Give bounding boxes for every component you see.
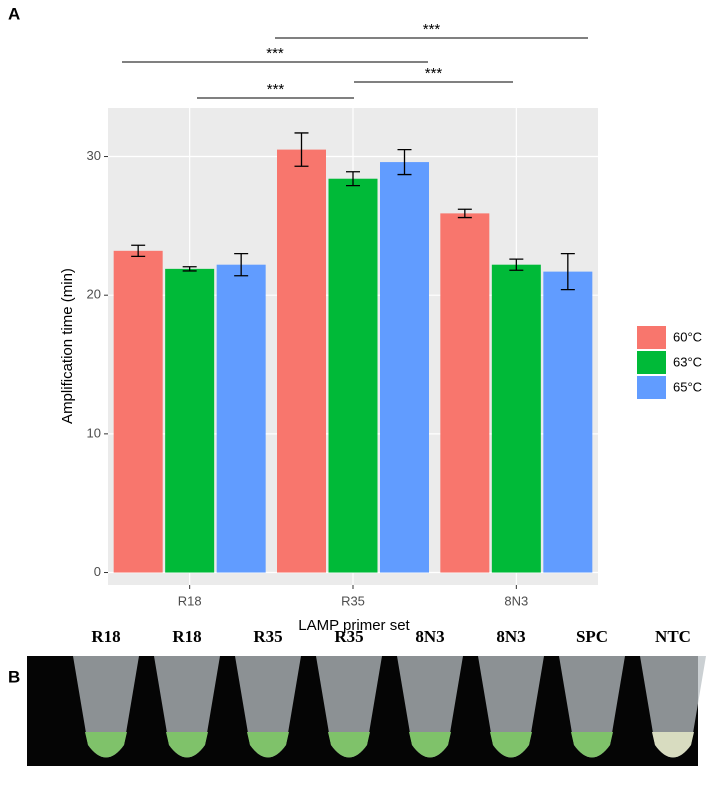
error-bar [457, 208, 472, 219]
error-bar [397, 148, 412, 176]
bar [440, 213, 490, 573]
tube-label: R18 [172, 627, 201, 646]
tube-liquid [166, 732, 208, 758]
tube-liquid [490, 732, 532, 758]
error-bar [294, 132, 309, 167]
y-tick-label: 10 [87, 425, 101, 440]
bar [491, 264, 541, 573]
y-tick-label: 20 [87, 287, 101, 302]
bar [113, 250, 163, 573]
tube-liquid [328, 732, 370, 758]
legend-label: 63°C [673, 354, 702, 369]
legend-swatch [637, 326, 666, 349]
panel-label: A [8, 4, 20, 23]
significance-label: *** [266, 45, 284, 62]
tube-label: R35 [253, 627, 282, 646]
tube-label: NTC [655, 627, 691, 646]
y-tick-label: 30 [87, 148, 101, 163]
tube-label: 8N3 [496, 627, 525, 646]
bar [165, 268, 215, 573]
tube-label: R18 [91, 627, 120, 646]
bar [277, 149, 326, 573]
x-tick-label: R18 [178, 593, 202, 608]
legend-label: 65°C [673, 379, 702, 394]
bar [543, 271, 593, 573]
tube-label: R35 [334, 627, 363, 646]
error-bar [234, 252, 249, 277]
tube-label: 8N3 [415, 627, 444, 646]
error-bar [346, 171, 360, 187]
tube-liquid [571, 732, 613, 758]
legend-swatch [637, 376, 666, 399]
x-tick-label: 8N3 [504, 593, 528, 608]
tube-label: SPC [576, 627, 608, 646]
significance-label: *** [423, 21, 441, 38]
tube-liquid [247, 732, 289, 758]
bar [380, 162, 429, 573]
tube-liquid [409, 732, 451, 758]
tube-liquid [85, 732, 127, 758]
bar [216, 264, 266, 573]
tube-liquid [652, 732, 694, 758]
error-bar [560, 252, 575, 291]
x-tick-label: R35 [341, 593, 365, 608]
error-bar [131, 244, 146, 258]
error-bar [509, 258, 524, 271]
y-tick-label: 0 [94, 564, 101, 579]
significance-label: *** [425, 65, 443, 82]
legend-swatch [637, 351, 666, 374]
bar [328, 178, 378, 573]
legend-label: 60°C [673, 329, 702, 344]
significance-label: *** [267, 81, 285, 98]
panel-label: B [8, 667, 20, 686]
x-axis-title: LAMP primer set [298, 617, 410, 634]
y-axis-title: Amplification time (min) [59, 268, 76, 424]
error-bar [182, 266, 197, 272]
